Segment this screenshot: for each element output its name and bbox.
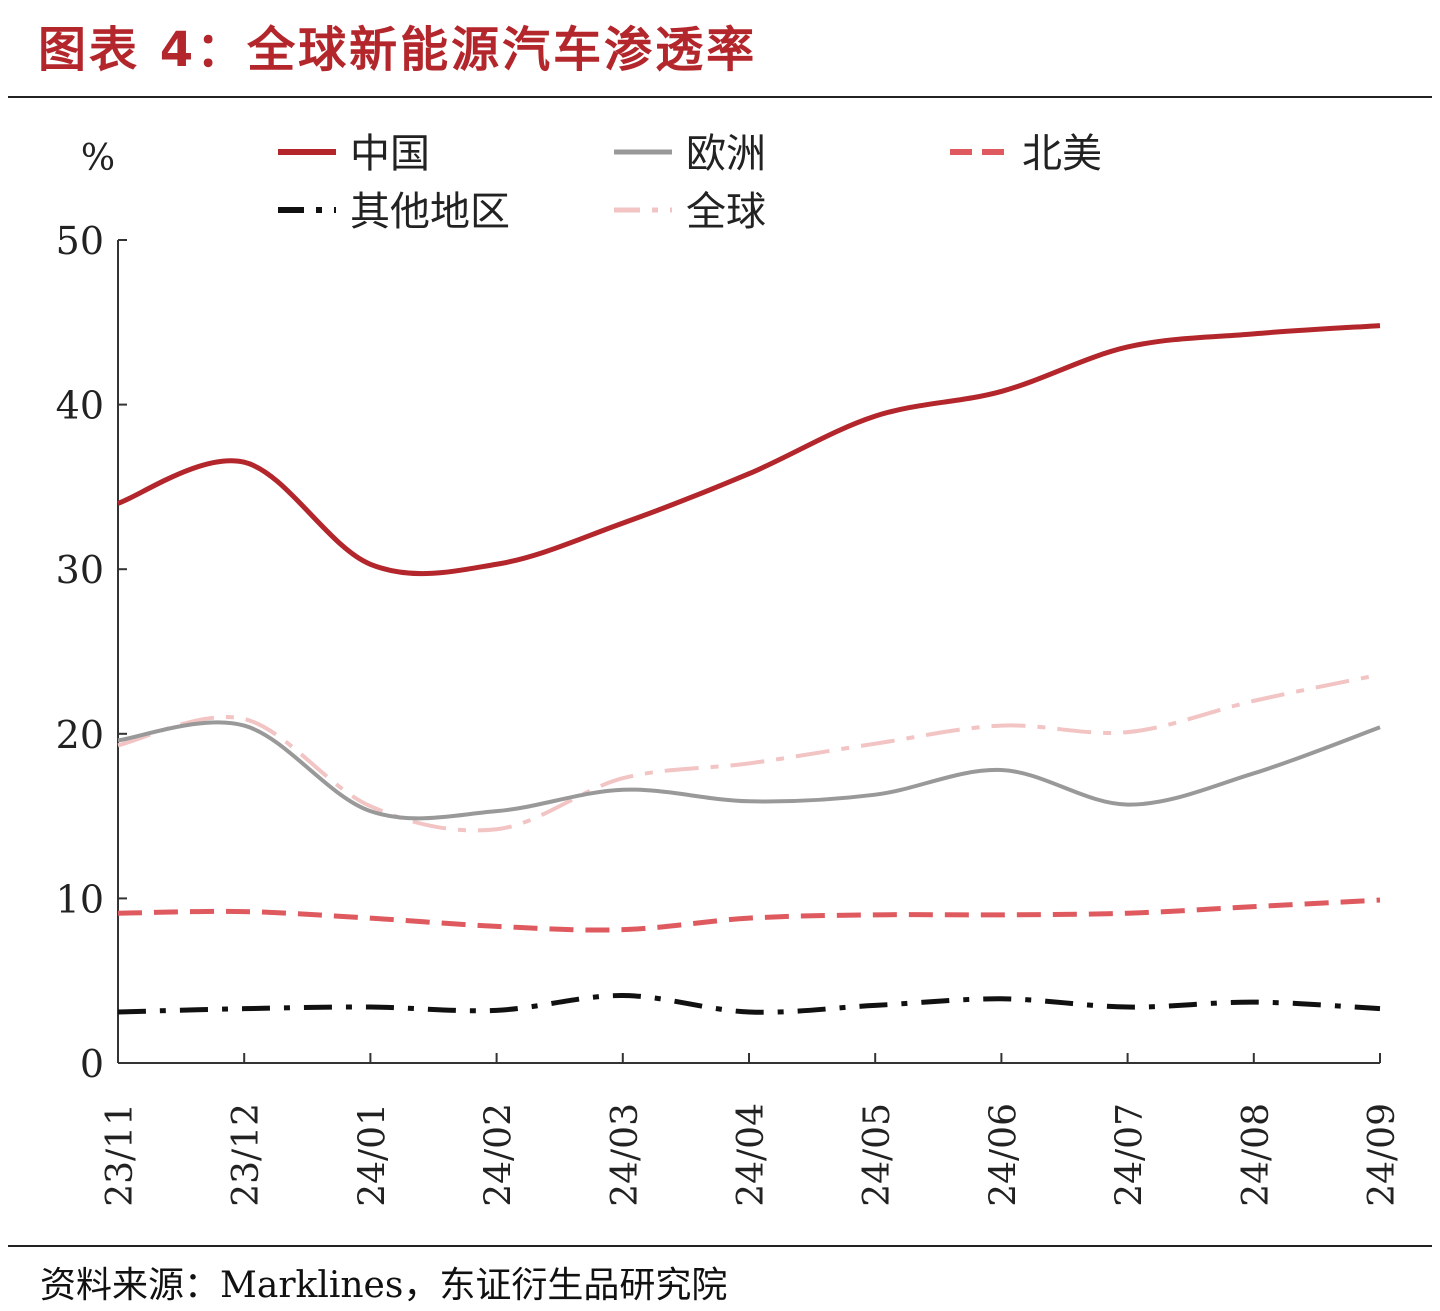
x-tick-label: 24/05 [857, 1103, 898, 1207]
x-tick-label: 23/11 [100, 1103, 141, 1207]
y-tick-label: 50 [56, 219, 104, 263]
series-line-5 [117, 672, 1381, 833]
source-note: 资料来源：Marklines，东证衍生品研究院 [40, 1265, 728, 1306]
x-tick-label: 24/09 [1362, 1103, 1403, 1207]
legend-label-5: 全球 [686, 189, 766, 235]
y-tick-label: 20 [56, 713, 104, 757]
x-tick-label: 24/02 [479, 1103, 520, 1207]
line-chart: 0 10 20 30 40 50% 23/11 23/12 24/01 24/02 24/03 24/… [56, 131, 1403, 1207]
series-line-3 [117, 897, 1381, 933]
y-tick-label: 10 [56, 877, 104, 921]
x-tick-label: 24/03 [605, 1103, 646, 1207]
figure-title: 图表 4：全球新能源汽车渗透率 [38, 22, 758, 78]
y-tick-label: 30 [56, 548, 104, 592]
y-tick-label: 40 [56, 384, 104, 428]
legend-label-3: 北美 [1022, 131, 1102, 177]
legend-label-4: 其他地区 [350, 189, 510, 235]
legend-label-1: 中国 [350, 131, 430, 177]
x-tick-label: 24/04 [731, 1103, 772, 1207]
series-line-1 [117, 323, 1381, 577]
series-line-4 [117, 993, 1381, 1015]
series-line-2 [117, 720, 1381, 821]
x-tick-label: 24/01 [352, 1103, 393, 1207]
x-tick-label: 24/06 [983, 1103, 1024, 1207]
legend-label-2: 欧洲 [686, 131, 766, 177]
y-tick-label: 0 [80, 1042, 104, 1086]
y-axis-unit-label: % [81, 138, 115, 179]
x-tick-label: 23/12 [226, 1103, 267, 1207]
x-tick-label: 24/07 [1110, 1103, 1151, 1207]
bottom-rule [8, 1245, 1432, 1247]
x-tick-label: 24/08 [1236, 1103, 1277, 1207]
top-rule [8, 96, 1432, 98]
